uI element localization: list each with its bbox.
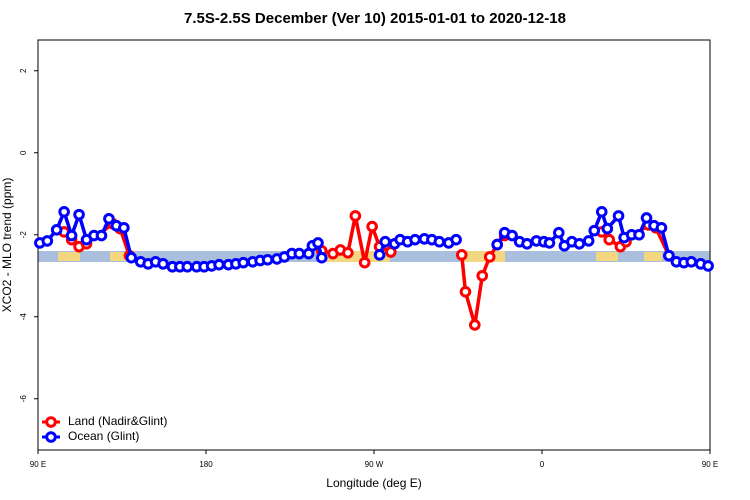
x-tick-label: 0 <box>540 460 545 469</box>
land-patch <box>58 252 80 261</box>
y-axis-label: XCO2 - MLO trend (ppm) <box>0 178 14 313</box>
data-point <box>702 260 714 272</box>
data-point <box>450 233 462 246</box>
legend-label: Ocean (Glint) <box>68 429 139 443</box>
legend-marker <box>45 416 57 428</box>
data-point <box>213 258 225 271</box>
data-point <box>373 249 386 261</box>
data-point <box>366 220 378 233</box>
data-point <box>349 210 362 222</box>
map-strip <box>38 251 710 262</box>
land-patch <box>110 252 128 261</box>
x-tick-label: 90 W <box>365 460 384 469</box>
data-point <box>312 237 324 249</box>
land-patch <box>320 251 390 262</box>
data-point <box>125 251 138 264</box>
data-point <box>483 251 496 263</box>
data-point <box>95 229 108 242</box>
data-point <box>261 253 274 266</box>
data-point <box>476 269 489 282</box>
y-tick-label: 0 <box>19 150 28 155</box>
data-point <box>595 205 608 218</box>
data-point <box>588 224 601 237</box>
data-point <box>506 229 518 242</box>
land-patch <box>644 252 662 261</box>
data-point <box>655 221 668 234</box>
data-point <box>455 249 468 261</box>
y-tick-label: -4 <box>19 313 28 321</box>
y-tick-label: 2 <box>19 68 28 73</box>
data-point <box>73 208 85 221</box>
data-point <box>640 212 653 224</box>
land-patch <box>596 252 618 261</box>
data-point <box>409 233 421 246</box>
y-tick-label: -6 <box>19 395 28 403</box>
data-point <box>603 233 616 246</box>
data-point <box>491 238 504 251</box>
x-axis-label: Longitude (deg E) <box>326 476 421 490</box>
data-point <box>553 226 565 239</box>
data-point <box>65 229 78 242</box>
chart-title: 7.5S-2.5S December (Ver 10) 2015-01-01 t… <box>184 10 566 27</box>
data-point <box>601 222 614 235</box>
data-point <box>50 224 63 236</box>
y-tick-label: -2 <box>19 231 28 239</box>
data-point <box>543 237 556 249</box>
data-point <box>573 237 586 250</box>
data-point <box>41 235 54 247</box>
x-tick-label: 90 E <box>702 460 718 469</box>
data-point <box>293 247 306 260</box>
legend-marker <box>45 431 57 443</box>
data-point <box>433 235 446 248</box>
x-tick-label: 90 E <box>30 460 46 469</box>
data-point <box>459 285 472 298</box>
data-point <box>379 235 392 248</box>
data-point <box>663 249 675 262</box>
data-point <box>582 235 595 247</box>
data-point <box>685 256 698 268</box>
data-point <box>612 210 625 222</box>
data-point <box>315 251 328 264</box>
data-point <box>58 205 70 218</box>
data-point <box>342 246 354 259</box>
data-point <box>358 256 371 269</box>
data-point <box>157 258 169 270</box>
x-tick-label: 180 <box>199 460 213 469</box>
land-patch <box>460 251 505 262</box>
data-point <box>118 221 130 234</box>
data-point <box>633 228 645 241</box>
data-point <box>469 319 481 331</box>
data-point <box>237 256 250 269</box>
legend-label: Land (Nadir&Glint) <box>68 414 167 428</box>
data-point <box>521 237 533 250</box>
data-point <box>103 212 115 225</box>
data-point <box>181 260 194 273</box>
